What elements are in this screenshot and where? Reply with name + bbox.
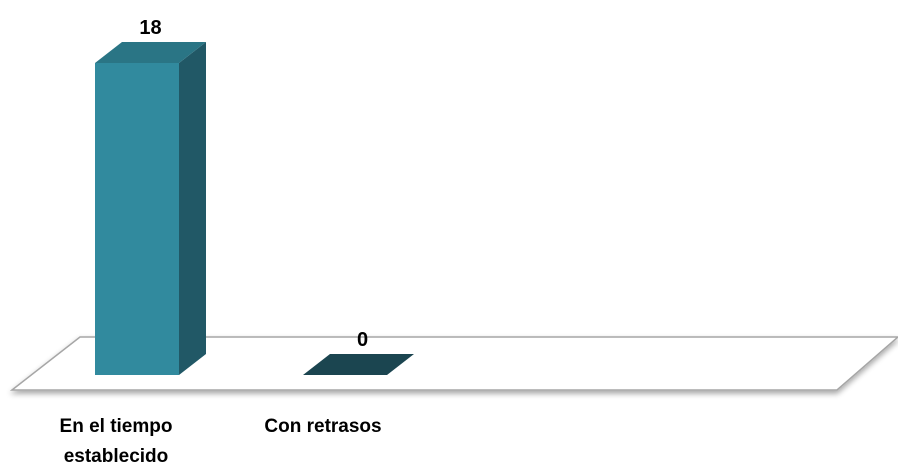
data-label-0: 18 [139,17,161,39]
chart-floor [9,336,898,391]
data-label-1: 0 [357,329,368,351]
bar-0 [95,63,179,375]
category-label-0-line-0: En el tiempo [60,416,173,437]
category-label-0-line-1: establecido [64,446,169,467]
chart-labels: 18 En el tiempo establecido 0 Con retrasos [60,17,382,467]
bar-top-0 [95,42,206,63]
category-label-1: Con retrasos [264,416,381,437]
bar-1 [303,354,414,375]
chart-marks [95,42,414,375]
bar-side-0 [179,42,206,375]
